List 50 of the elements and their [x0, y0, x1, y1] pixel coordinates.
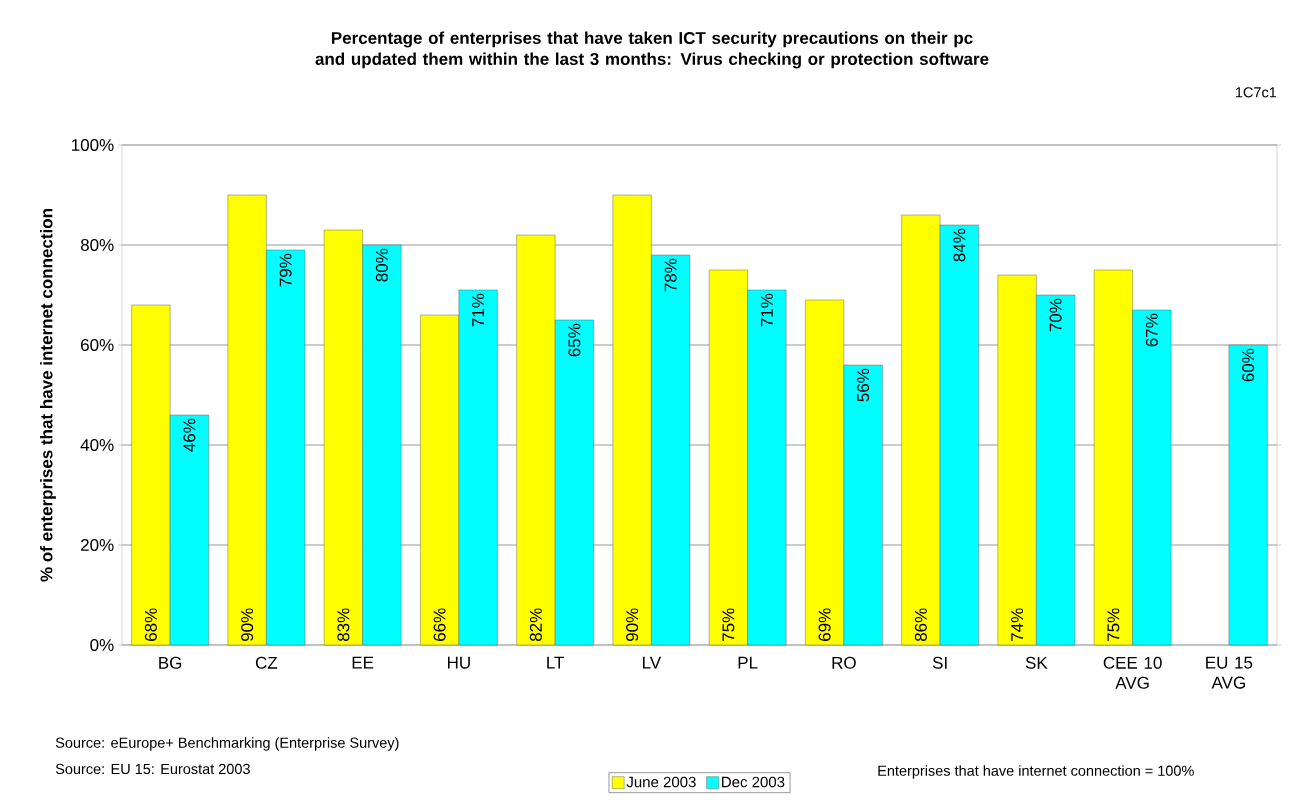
- x-tick-label: SK: [1025, 656, 1048, 669]
- data-label: 60%: [1242, 348, 1255, 382]
- data-label: 56%: [857, 368, 870, 402]
- x-tick-label: HU: [448, 656, 470, 669]
- x-tick-label: BG: [159, 656, 182, 669]
- y-tick-label: 40%: [80, 438, 114, 452]
- y-tick-label: 0%: [90, 638, 114, 652]
- data-label: 68%: [144, 608, 157, 641]
- x-tick-label: LT: [547, 656, 565, 669]
- text: Enterprises that have internet connection = 100%: [878, 765, 1194, 779]
- x-tick-label: CEE 10 AVG: [1103, 656, 1162, 689]
- data-label: 90%: [626, 608, 639, 641]
- y-axis-title: % of enterprises that have internet connection: [40, 209, 56, 582]
- data-label: 84%: [953, 228, 966, 262]
- data-label: 80%: [375, 248, 388, 282]
- data-label: 75%: [722, 608, 735, 641]
- data-label: 66%: [433, 608, 446, 641]
- data-label: 70%: [1049, 298, 1062, 332]
- y-tick-label: 100%: [72, 138, 114, 152]
- x-tick-label: SI: [932, 656, 947, 669]
- data-label: 90%: [241, 608, 254, 641]
- chart-title: Percentage of enterprises that have taken ICT security precautions on their pc and updated them within the last 3 months: Virus checking or protection software: [315, 31, 989, 69]
- data-label: 79%: [279, 253, 292, 287]
- data-label: 78%: [664, 258, 677, 292]
- data-label: 71%: [472, 293, 485, 327]
- data-label: 69%: [818, 608, 831, 641]
- data-label: 75%: [1107, 608, 1120, 641]
- text: 1C7c1: [1235, 87, 1277, 98]
- y-tick-label: 60%: [81, 338, 114, 352]
- data-label: 46%: [183, 418, 196, 452]
- source-note: Source: eEurope+ Benchmarking (Enterprise Survey): [55, 737, 399, 751]
- data-label: 74%: [1011, 608, 1024, 641]
- source-note: Source: EU 15: Eurostat 2003: [55, 763, 250, 775]
- data-label: 86%: [914, 608, 927, 642]
- data-label: 83%: [337, 608, 350, 642]
- y-tick-label: 80%: [80, 238, 114, 252]
- x-tick-label: LV: [643, 656, 662, 669]
- x-tick-label: EU 15 AVG: [1206, 656, 1253, 689]
- data-label: 71%: [760, 293, 773, 327]
- data-label: 82%: [529, 608, 542, 642]
- data-label: 67%: [1145, 313, 1158, 347]
- x-tick-label: EE: [352, 656, 374, 669]
- data-label: 65%: [568, 323, 581, 357]
- bar: [1228, 344, 1268, 646]
- y-tick-label: 20%: [81, 538, 114, 552]
- x-tick-label: RO: [832, 656, 856, 669]
- x-tick-label: CZ: [255, 656, 278, 669]
- x-tick-label: PL: [738, 656, 758, 669]
- legend-label: Dec 2003: [722, 776, 785, 788]
- legend-label: June 2003: [626, 776, 696, 788]
